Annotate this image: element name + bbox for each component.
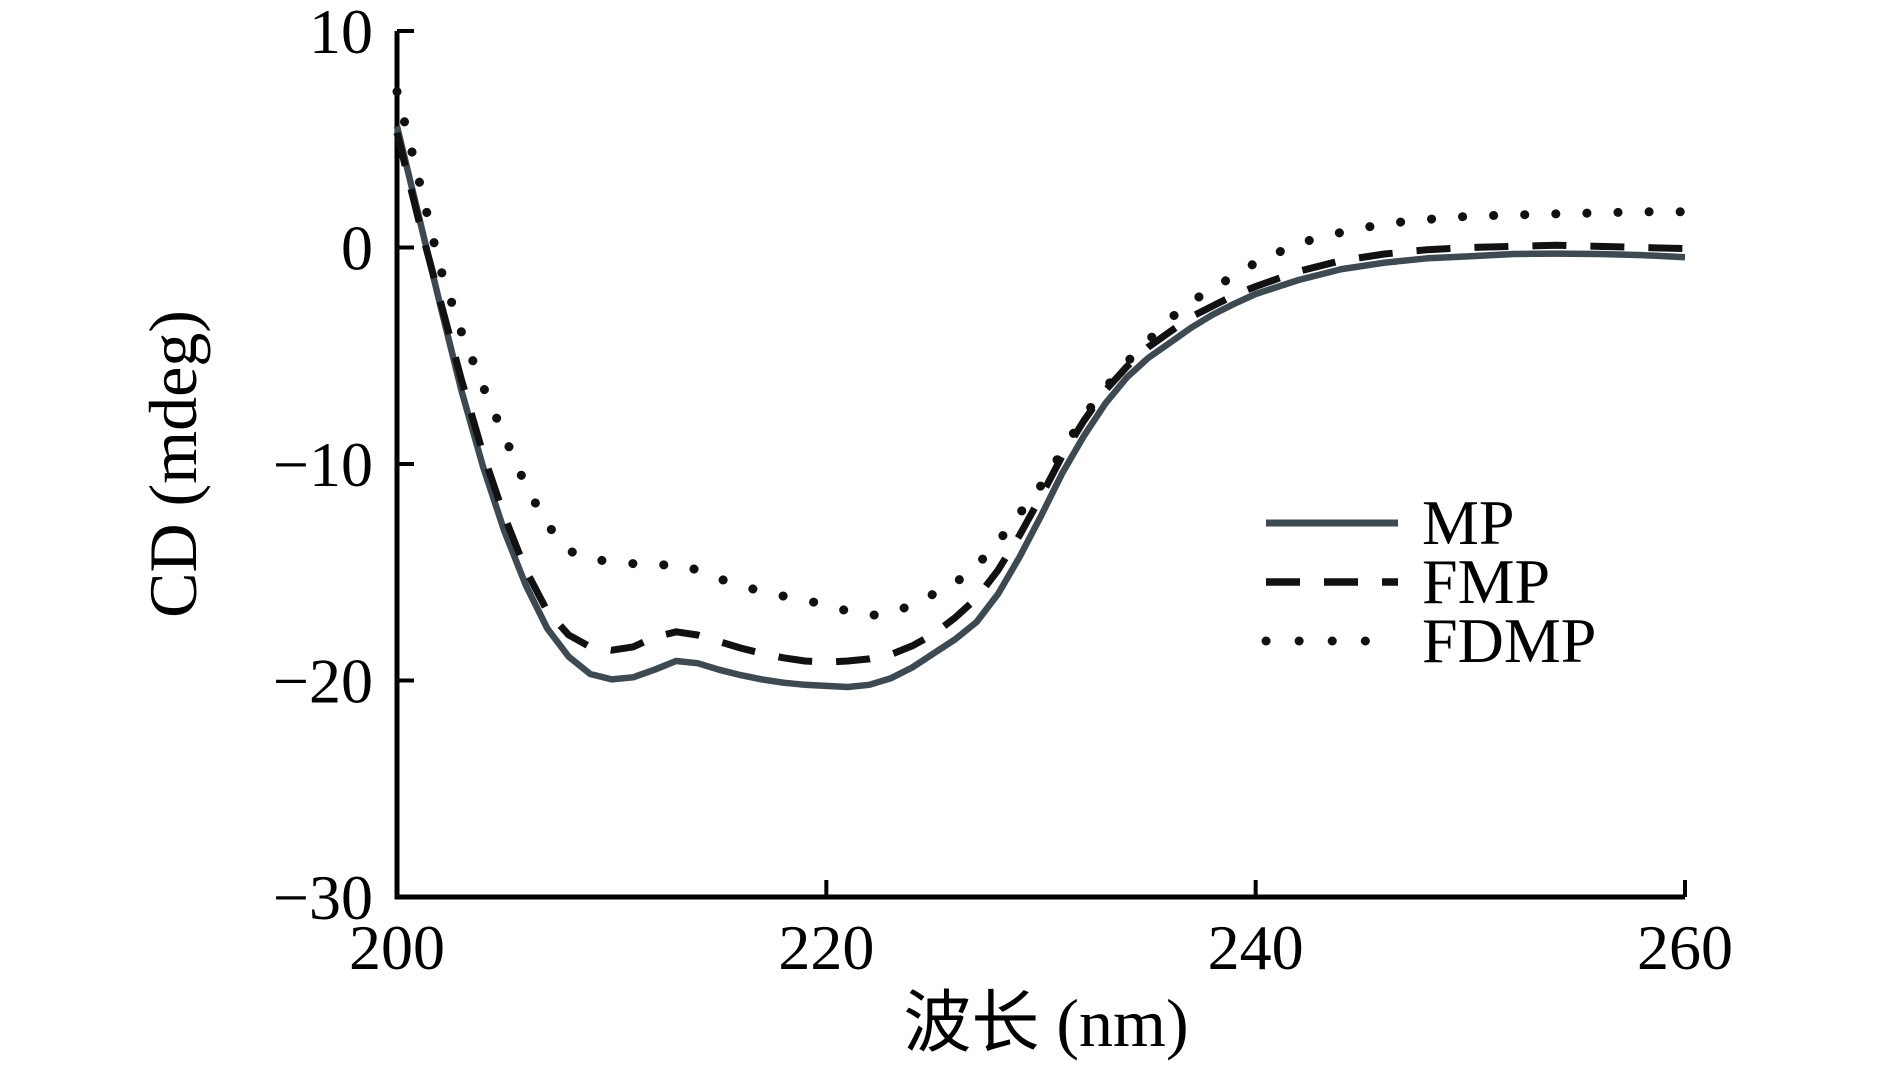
series-line-fmp [393, 131, 1686, 666]
legend: MP FMP FDMP [1261, 487, 1596, 676]
legend-label-fdmp: FDMP [1422, 605, 1596, 676]
x-tick-label-220: 220 [778, 912, 874, 983]
x-tick-label-260: 260 [1637, 912, 1733, 983]
series-line-mp [393, 125, 1686, 691]
y-axis-title: CD (mdeg) [135, 310, 211, 618]
y-tick-label--20: −20 [273, 646, 373, 717]
y-tick-label-0: 0 [341, 213, 373, 284]
y-tick-label--30: −30 [273, 862, 373, 933]
legend-label-fmp: FMP [1422, 546, 1550, 617]
plot-lines [392, 87, 1690, 691]
y-tick-label-10: 10 [309, 0, 373, 67]
x-tick-label-200: 200 [349, 912, 445, 983]
x-tick-label-240: 240 [1208, 912, 1304, 983]
axis-spines [394, 31, 1685, 900]
legend-label-mp: MP [1422, 487, 1515, 558]
x-axis-title: 波长 (nm) [903, 985, 1188, 1061]
y-tick-label--10: −10 [273, 429, 373, 500]
series-line-fdmp [392, 87, 1690, 620]
